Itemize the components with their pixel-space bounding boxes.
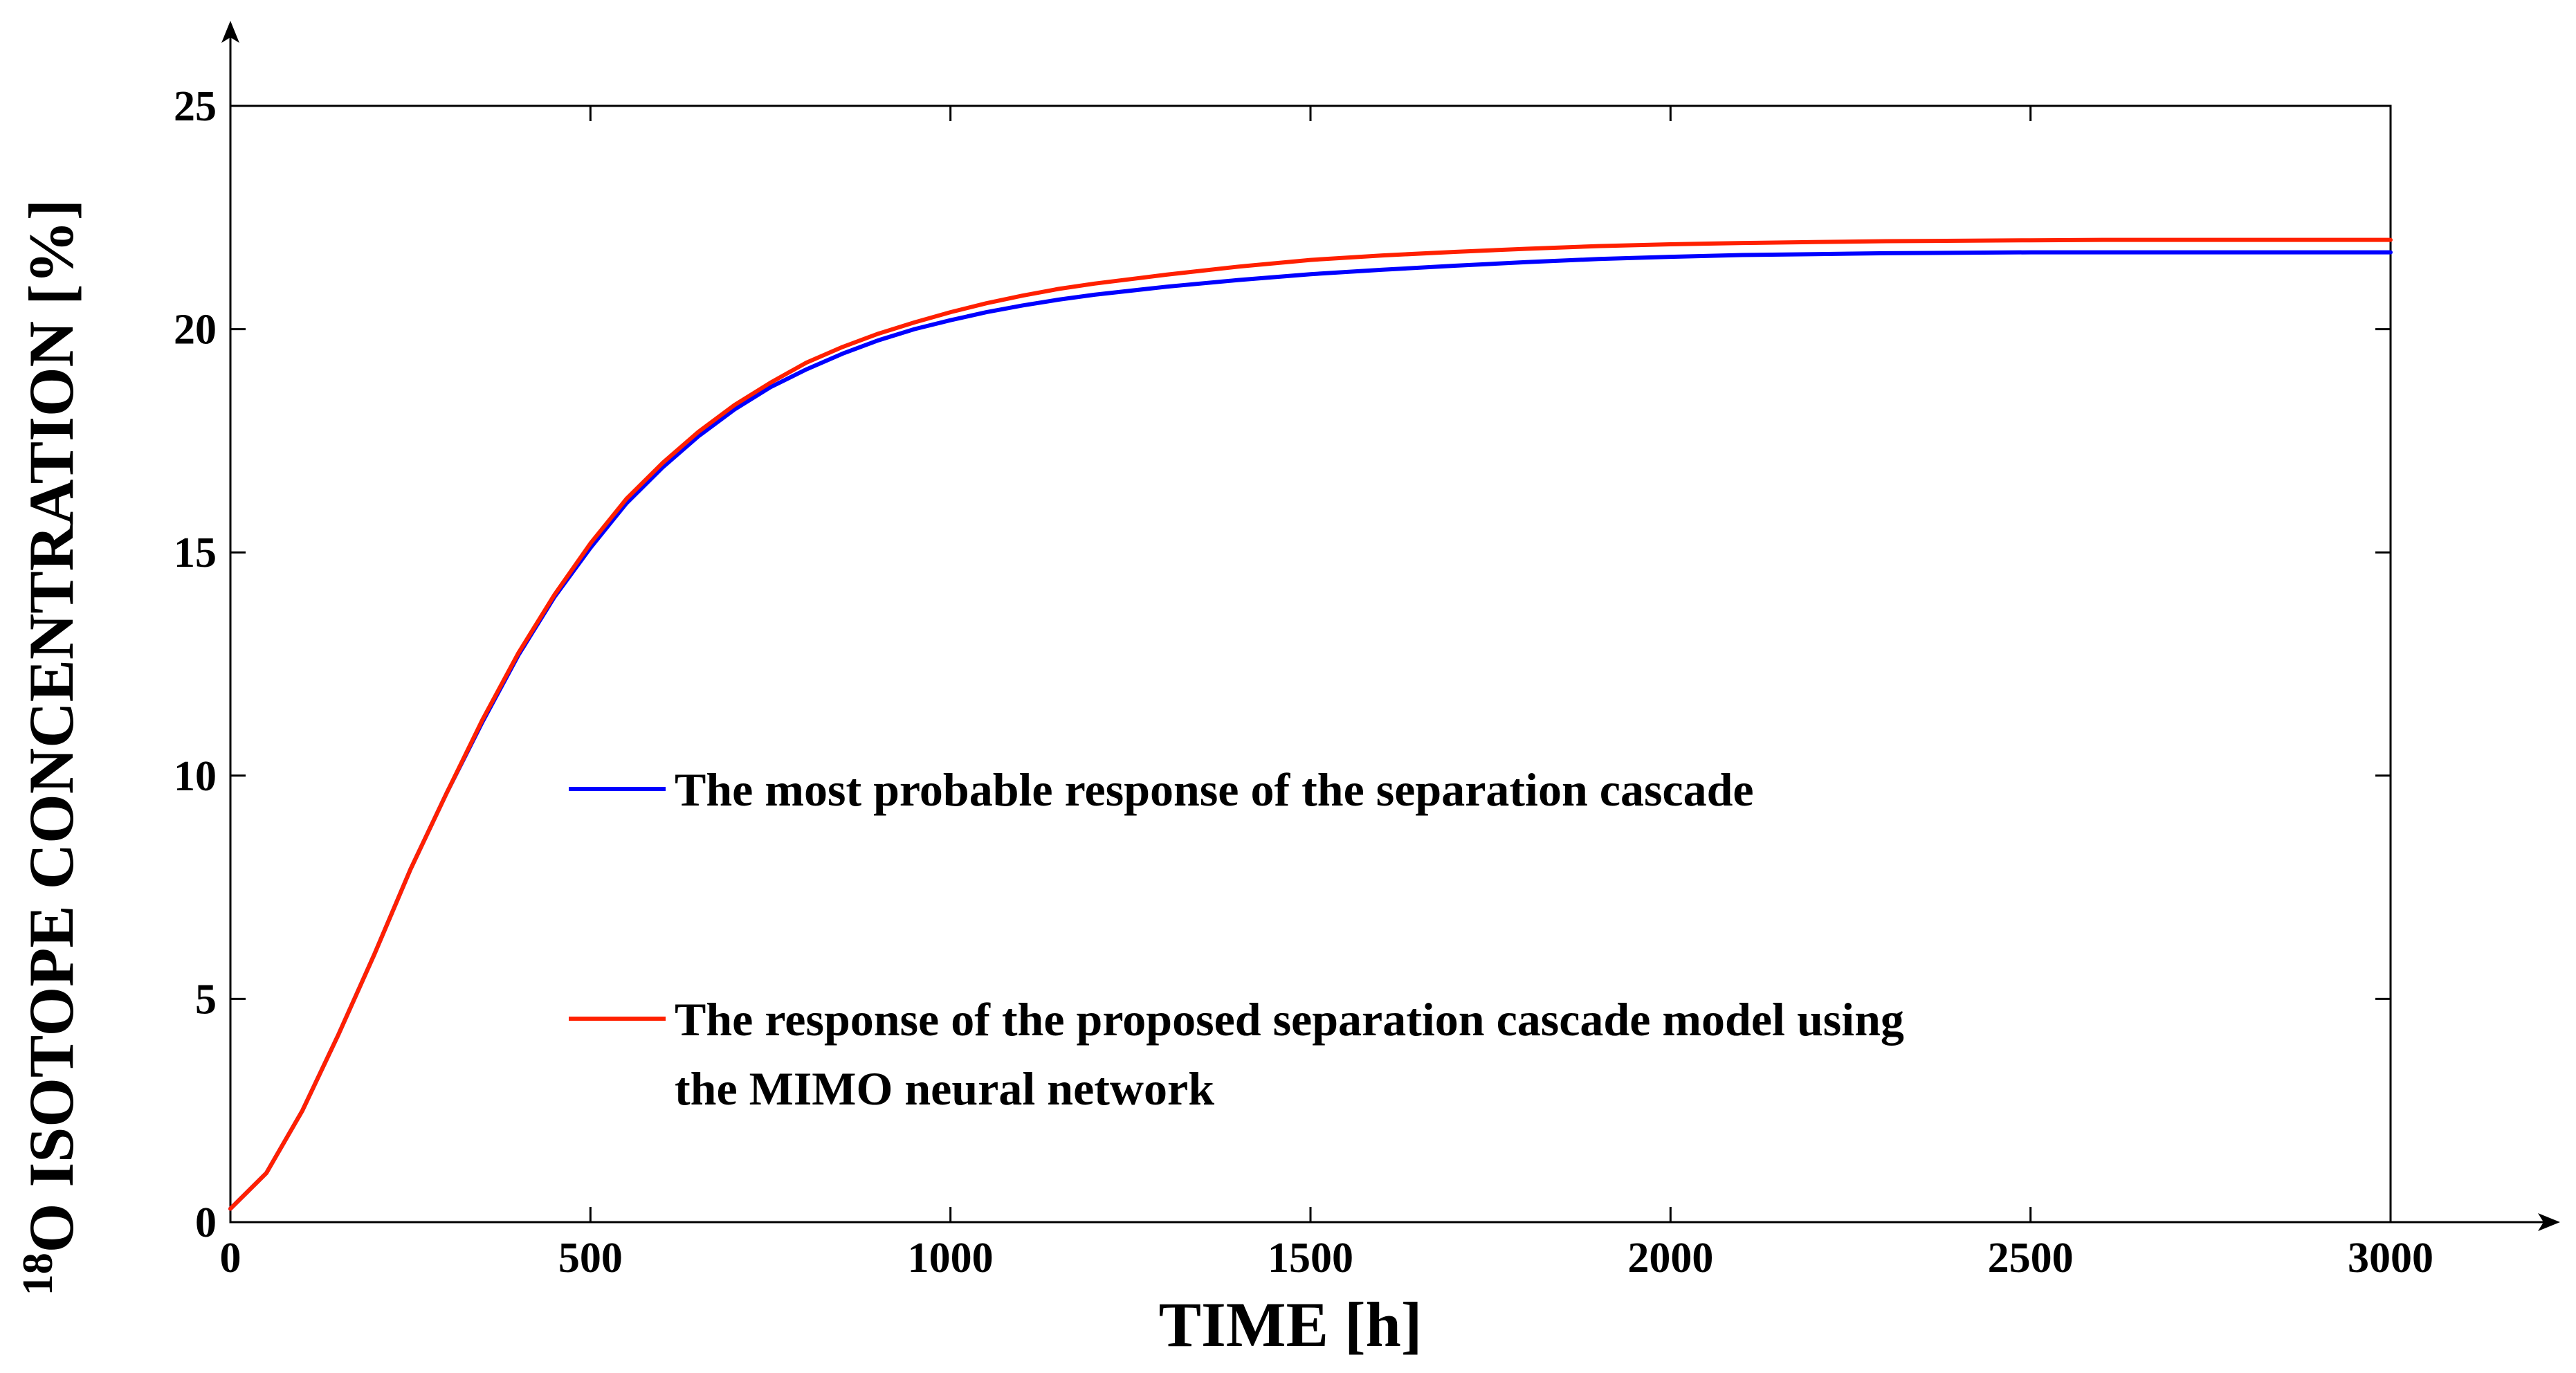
x-tick-label: 1500: [1268, 1235, 1353, 1282]
legend-label-2: the MIMO neural network: [675, 1062, 1214, 1115]
axes: [221, 21, 2560, 1231]
x-tick-label: 500: [558, 1235, 623, 1282]
legend-label-1: The most probable response of the separa…: [675, 763, 1754, 816]
x-axis-title: TIME [h]: [1159, 1289, 1423, 1360]
y-tick-label: 10: [174, 753, 217, 800]
y-tick-label: 5: [195, 976, 217, 1023]
legend-label-2: The response of the proposed separation …: [675, 993, 1904, 1046]
series-lines: [228, 237, 2393, 1211]
y-axis-title-main: O ISOTOPE CONCENTRATION [%]: [16, 199, 86, 1253]
y-tick-label: 15: [174, 529, 217, 576]
x-tick-label: 2000: [1627, 1235, 1713, 1282]
series-line-2: [228, 237, 2393, 1211]
y-axis-arrow: [221, 21, 239, 43]
x-tick-label: 1000: [908, 1235, 994, 1282]
legend: The most probable response of the separa…: [569, 763, 1904, 1115]
x-tick-label: 3000: [2348, 1235, 2433, 1282]
x-axis-arrow: [2538, 1213, 2560, 1231]
y-axis-title: 18O ISOTOPE CONCENTRATION [%]: [15, 199, 86, 1295]
x-tick-label: 0: [220, 1235, 241, 1282]
y-tick-label: 25: [174, 83, 217, 130]
y-tick-label: 20: [174, 307, 217, 354]
series-line-1: [228, 250, 2393, 1211]
y-axis-title-superscript: 18: [15, 1253, 62, 1295]
x-tick-label: 2500: [1988, 1235, 2074, 1282]
ticks: 0 500 1000 1500 2000 2500 3000 0 5 10 15 20 25: [174, 83, 2433, 1282]
y-tick-label: 0: [195, 1199, 217, 1246]
